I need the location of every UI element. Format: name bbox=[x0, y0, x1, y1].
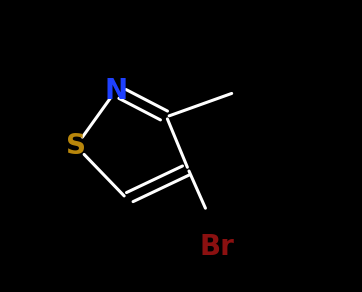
Text: Br: Br bbox=[200, 233, 235, 261]
Text: N: N bbox=[104, 77, 127, 105]
Text: S: S bbox=[66, 132, 86, 160]
